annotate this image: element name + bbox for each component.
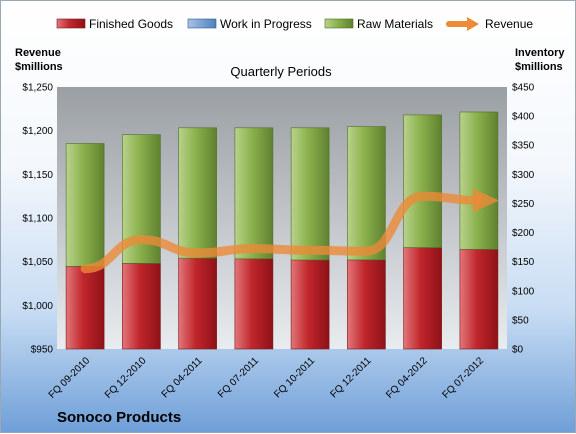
revenue-point-1 xyxy=(84,268,86,270)
legend-swatch-raw-materials xyxy=(324,18,354,29)
legend-label-finished-goods: Finished Goods xyxy=(89,17,173,31)
x-tick-label-5: FQ 10-2011 xyxy=(272,355,317,400)
revenue-point-2 xyxy=(140,239,142,241)
left-tick-label-7: $1,250 xyxy=(22,83,53,94)
bar-finished-goods-4 xyxy=(234,258,274,350)
legend-swatch-revenue xyxy=(446,17,479,31)
bar-raw-materials-4 xyxy=(234,127,274,260)
left-axis-ticks: $950 $1,000 $1,050 $1,100 $1,150 $1,200 $1,250 xyxy=(22,83,53,356)
right-tick-label-10: $450 xyxy=(512,83,535,94)
bar-finished-goods-5 xyxy=(290,259,330,350)
legend-label-revenue: Revenue xyxy=(485,17,533,31)
bar-finished-goods-2 xyxy=(122,263,161,350)
right-tick-label-6: $250 xyxy=(512,199,535,210)
bar-finished-goods-7 xyxy=(403,247,442,350)
left-axis-title-line2: $millions xyxy=(15,61,63,73)
x-tick-label-3: FQ 04-2011 xyxy=(160,355,205,400)
x-tick-label-1: FQ 09-2010 xyxy=(47,355,93,401)
revenue-point-7 xyxy=(422,195,424,197)
bar-raw-materials-3 xyxy=(178,127,217,259)
right-axis-title-line1: Inventory xyxy=(515,47,565,59)
bar-finished-goods-6 xyxy=(347,259,386,350)
revenue-point-3 xyxy=(197,252,199,254)
revenue-line xyxy=(80,188,499,274)
right-tick-label-5: $200 xyxy=(512,228,535,239)
left-tick-label-4: $1,100 xyxy=(22,214,53,225)
legend-label-work-in-progress: Work in Progress xyxy=(220,17,312,31)
right-tick-label-8: $350 xyxy=(512,141,535,152)
bar-raw-materials-5 xyxy=(290,127,330,261)
legend-swatch-work-in-progress xyxy=(187,18,217,29)
bar-raw-materials-8 xyxy=(459,111,499,250)
revenue-point-6 xyxy=(365,250,367,252)
revenue-point-4 xyxy=(253,248,255,250)
bar-finished-goods-3 xyxy=(178,257,217,350)
right-tick-label-3: $100 xyxy=(512,286,535,297)
bar-raw-materials-1 xyxy=(65,143,105,267)
right-tick-label-2: $50 xyxy=(512,315,529,326)
left-tick-label-2: $1,000 xyxy=(22,301,53,312)
left-tick-label-3: $1,050 xyxy=(22,257,53,268)
left-tick-label-6: $1,200 xyxy=(22,126,53,137)
right-tick-label-1: $0 xyxy=(512,345,524,356)
left-tick-label-1: $950 xyxy=(31,345,54,356)
revenue-line-layer xyxy=(80,188,499,274)
bar-finished-goods-8 xyxy=(459,249,499,350)
x-tick-label-8: FQ 07-2012 xyxy=(441,355,487,401)
revenue-point-8 xyxy=(478,200,480,202)
bar-raw-materials-6 xyxy=(347,126,386,261)
bar-raw-materials-7 xyxy=(403,114,442,248)
right-tick-label-9: $400 xyxy=(512,112,535,123)
right-axis-ticks: $0 $50 $100 $150 $200 $250 $300 $350 $400 $450 xyxy=(512,83,535,356)
legend: Finished Goods Work in Progress Raw Mate… xyxy=(56,17,533,31)
x-tick-label-4: FQ 07-2011 xyxy=(216,355,261,400)
right-tick-label-4: $150 xyxy=(512,257,535,268)
x-tick-label-2: FQ 12-2010 xyxy=(103,355,149,401)
right-axis-title-line2: $millions xyxy=(515,61,563,73)
right-tick-label-7: $300 xyxy=(512,170,535,181)
legend-swatch-finished-goods xyxy=(56,18,86,29)
left-axis-title-line1: Revenue xyxy=(15,47,61,59)
left-tick-label-5: $1,150 xyxy=(22,170,53,181)
chart-title: Quarterly Periods xyxy=(230,64,332,79)
bars-layer xyxy=(65,111,499,350)
x-axis-ticks: FQ 09-2010 FQ 12-2010 FQ 04-2011 FQ 07-2011… xyxy=(47,355,487,401)
x-tick-label-7: FQ 04-2012 xyxy=(384,355,430,401)
legend-label-raw-materials: Raw Materials xyxy=(357,17,433,31)
x-tick-label-6: FQ 12-2011 xyxy=(329,355,374,400)
bar-finished-goods-1 xyxy=(65,265,105,350)
revenue-point-5 xyxy=(309,249,311,251)
company-name: Sonoco Products xyxy=(57,409,181,426)
